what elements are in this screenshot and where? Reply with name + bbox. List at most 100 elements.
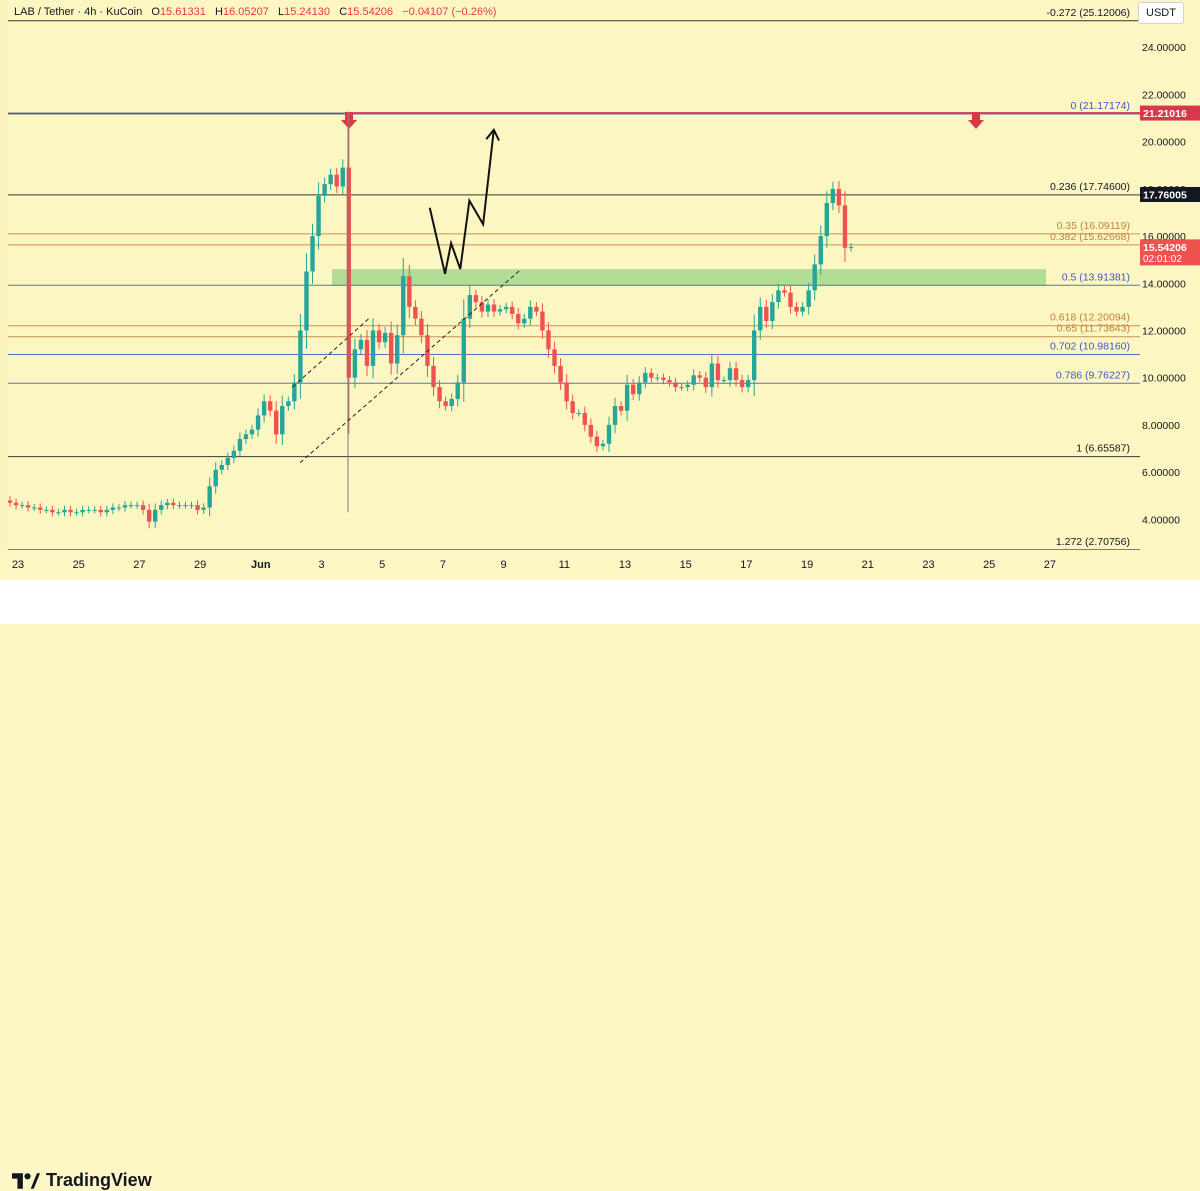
price-tick-label: 12.00000 [1142,325,1186,337]
fib-label: -0.272 (25.12006) [1047,7,1130,19]
candle [153,509,158,522]
candle [630,384,636,395]
candle [770,302,775,322]
price-tick-label: 22.00000 [1142,89,1186,101]
time-tick-label: 7 [440,559,446,571]
candle [673,382,678,388]
candle [243,434,249,440]
candle [618,406,624,411]
candle [86,509,91,511]
change-value: −0.04107 (−0.26%) [402,6,497,18]
price-tick-label: 8.00000 [1142,420,1180,432]
candle [280,406,285,435]
support-zone [332,269,1046,286]
level-price-label: 17.76005 [1143,190,1187,202]
price-chart[interactable]: -0.272 (25.12006) 0 (21.17174) 0.236 (17.7… [7,0,1140,551]
last-price-label: 15.54206 [1143,242,1187,254]
candle [237,439,243,451]
candle [552,349,557,366]
time-tick-label: 23 [12,559,24,571]
candle [395,335,400,364]
candle [98,509,103,513]
candle [122,505,128,508]
candle [534,306,539,312]
time-tick-label: 19 [801,559,813,571]
candle [509,306,515,314]
candle [667,380,672,383]
fib-label: 0 (21.17174) [1070,100,1130,112]
time-tick-label: 5 [379,559,385,571]
candle [473,295,479,303]
candle [788,292,793,307]
price-tick-label: 6.00000 [1142,467,1180,479]
fib-label: 1 (6.65587) [1076,443,1130,455]
time-tick-label: 29 [194,559,206,571]
candle [56,512,61,514]
price-axis[interactable]: 4.00000 6.00000 8.00000 10.00000 12.00000 14.… [1140,0,1200,550]
candle [830,188,836,204]
candle [352,349,358,378]
tradingview-logo[interactable]: TradingView [12,1170,152,1191]
candle [225,457,231,466]
candle [576,413,581,415]
candle [564,382,569,402]
candle [739,380,745,388]
candle [661,377,666,381]
price-axis-scale: 4.00000 6.00000 8.00000 10.00000 12.00000 14.… [1140,42,1200,526]
candle [201,507,206,510]
candle [213,469,218,487]
candle [13,502,19,506]
time-tick-label: 13 [619,559,631,571]
candle [292,382,297,402]
price-tick-label: 24.00000 [1142,42,1186,54]
candle [679,387,684,389]
time-tick-label: 21 [862,559,874,571]
candle [745,380,751,388]
time-axis[interactable]: 23 25 27 29 Jun 3 5 7 9 11 13 15 17 19 21 23 25 27 [0,550,1200,580]
candle [128,505,134,507]
time-tick-label: 11 [559,559,570,571]
candle [643,372,648,383]
candle [195,505,200,510]
candle [74,512,79,514]
candle [304,271,309,331]
low-value: 15.24130 [284,6,331,18]
currency-button[interactable]: USDT [1138,2,1184,24]
candle [624,384,630,411]
candle [782,290,787,293]
candle [177,505,182,507]
candle [824,203,829,237]
candle [812,264,817,291]
candle [286,401,291,407]
candle [594,436,600,447]
candle [171,502,176,506]
candle [558,365,563,383]
time-tick-label: 25 [983,559,995,571]
candle [316,195,321,237]
candle [44,509,49,511]
candle [751,330,757,381]
candle [219,465,224,470]
candle [848,246,854,248]
time-tick-label: 25 [73,559,85,571]
time-axis-scale: 23 25 27 29 Jun 3 5 7 9 11 13 15 17 19 21 23 25 27 [12,559,1056,571]
time-tick-label: 3 [318,559,324,571]
candle [776,290,781,303]
candle [231,450,237,458]
candle [92,509,97,511]
symbol-title[interactable]: LAB / Tether · 4h · KuCoin [14,6,143,18]
candle [764,306,769,322]
time-tick-label: 17 [740,559,752,571]
channel-upper-line [292,318,370,388]
candle [540,311,545,331]
candle [818,236,823,265]
candle [497,309,503,312]
time-tick-label: Jun [251,559,271,571]
high-label: H [215,6,223,18]
chart-area[interactable]: -0.272 (25.12006) 0 (21.17174) 0.236 (17.7… [7,0,1140,551]
candle [413,306,418,319]
fib-label: 0.702 (10.98160) [1050,341,1130,353]
candle [358,339,364,350]
time-tick-label: 27 [133,559,145,571]
candle [140,505,146,510]
